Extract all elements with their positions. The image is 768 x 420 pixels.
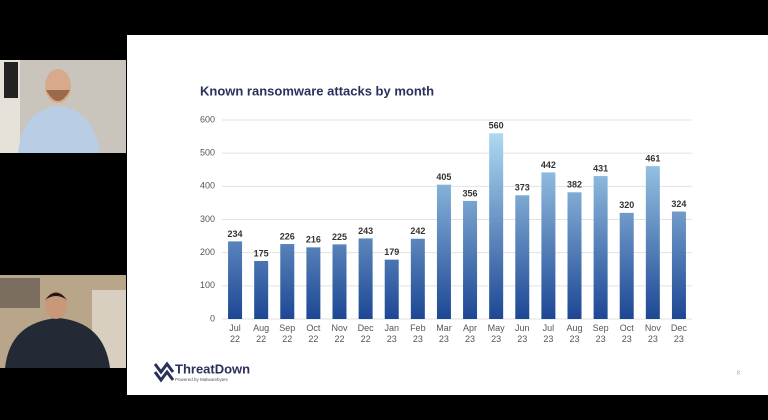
- value-label: 442: [541, 160, 556, 170]
- y-tick-label: 0: [210, 313, 215, 323]
- value-label: 405: [436, 172, 451, 182]
- x-tick-label: Oct 23: [619, 323, 634, 344]
- video-tile: [0, 275, 126, 368]
- value-label: 175: [254, 248, 269, 258]
- x-tick-label: Jul 22: [229, 323, 241, 344]
- bar: [410, 238, 425, 319]
- bar: [671, 211, 686, 319]
- x-tick-label: Apr 23: [463, 323, 478, 344]
- y-tick-label: 300: [200, 214, 215, 224]
- x-tick-label: Aug 23: [566, 323, 583, 344]
- logo-icon: [153, 361, 175, 383]
- y-tick-label: 200: [200, 247, 215, 257]
- value-label: 356: [463, 188, 478, 198]
- bar: [567, 192, 582, 319]
- x-tick-label: Mar 23: [436, 323, 452, 344]
- y-tick-label: 100: [200, 280, 215, 290]
- x-tick-label: May 23: [487, 323, 505, 344]
- x-tick-label: Nov 22: [331, 323, 348, 344]
- x-tick-label: Dec 23: [670, 323, 687, 344]
- value-label: 461: [645, 153, 660, 163]
- x-tick-label: Sep 23: [592, 323, 609, 344]
- bar: [254, 260, 269, 319]
- bar: [228, 241, 243, 319]
- value-label: 560: [489, 121, 504, 131]
- plot: 0 100 200 300 400 500 600 234 175 226 216 225 243 179…: [200, 114, 692, 323]
- value-label: 242: [410, 226, 425, 236]
- value-label: 431: [593, 163, 608, 173]
- bar: [541, 172, 556, 319]
- value-label: 320: [619, 200, 634, 210]
- bar: [515, 195, 530, 319]
- bar: [463, 200, 478, 319]
- y-tick-label: 600: [200, 114, 215, 124]
- x-tick-label: Jan 23: [384, 323, 399, 344]
- value-label: 382: [567, 180, 582, 190]
- bar: [645, 166, 660, 319]
- value-label: 179: [384, 247, 399, 257]
- value-label: 243: [358, 226, 373, 236]
- x-tick-label: Oct 22: [306, 323, 321, 344]
- x-tick-label: Dec 22: [357, 323, 374, 344]
- bar: [306, 247, 321, 319]
- bar: [436, 184, 451, 319]
- y-tick-label: 500: [200, 148, 215, 158]
- x-tick-label: Jul 23: [542, 323, 555, 344]
- bar: [489, 133, 504, 319]
- page-number: 8: [737, 370, 740, 376]
- value-label: 373: [515, 183, 530, 193]
- x-tick-label: Feb 23: [410, 323, 426, 344]
- bar: [384, 259, 399, 319]
- bar: [280, 244, 295, 319]
- bar: [332, 244, 347, 319]
- logo-tagline: Powered by Malwarebytes: [175, 377, 229, 382]
- chart-title: Known ransomware attacks by month: [200, 83, 434, 98]
- value-label: 225: [332, 232, 347, 242]
- x-tick-label: Jun 23: [515, 323, 530, 344]
- logo: ThreatDown: [175, 361, 250, 376]
- y-tick-label: 400: [200, 181, 215, 191]
- value-label: 226: [280, 231, 295, 241]
- bar: [593, 176, 608, 319]
- x-tick-label: Sep 22: [279, 323, 296, 344]
- bar: [619, 212, 634, 319]
- value-label: 216: [306, 235, 321, 245]
- video-tile: [0, 60, 126, 153]
- value-label: 234: [228, 229, 243, 239]
- bar: [358, 238, 373, 319]
- value-label: 324: [671, 199, 686, 209]
- x-tick-label: Nov 23: [644, 323, 661, 344]
- x-tick-label: Aug 22: [253, 323, 270, 344]
